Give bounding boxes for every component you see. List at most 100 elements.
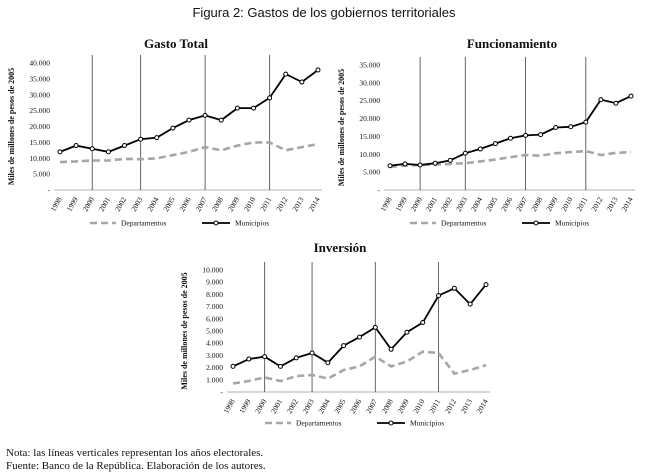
series-municipios-point [483,282,489,288]
series-municipios-point [568,124,574,130]
x-tick-label: 2001 [97,195,112,213]
x-tick-label: 2003 [301,397,316,415]
series-municipios-point [628,93,634,99]
x-tick-label: 2007 [514,195,529,213]
x-tick-label: 2000 [81,195,96,213]
series-municipios-point [420,319,426,325]
x-tick-label: 2005 [332,397,347,415]
x-tick-label: 2012 [443,397,458,415]
series-municipios-point [251,105,256,111]
x-tick-label: 2013 [604,195,619,213]
series-municipios-point [523,132,529,138]
x-tick-label: 2002 [113,195,128,213]
chart-1: Gasto Total Miles de millones de pesos de… [7,36,322,228]
y-tick-label: 6.000 [206,314,223,323]
series-municipios-point [357,334,362,340]
legend-municipios-marker [533,220,539,226]
x-tick-label: 2014 [474,397,489,415]
x-tick-label: 2000 [253,397,268,415]
y-tick-label: 15.000 [359,132,380,141]
series-municipios-point [436,293,442,299]
x-tick-label: 2002 [439,195,454,213]
series-municipios-point [170,125,176,131]
y-tick-label: - [221,388,224,397]
series-municipios-point [402,161,408,167]
x-tick-label: 2003 [454,195,469,213]
chart-title: Gasto Total [144,36,208,51]
x-tick-label: 2013 [290,195,305,213]
x-tick-label: 2012 [589,195,604,213]
x-tick-label: 2007 [194,195,209,213]
series-municipios-point [477,146,483,152]
y-tick-label: 35.000 [359,61,380,70]
series-municipios-point [387,163,393,169]
series-municipios-point [417,162,423,168]
series-municipios-point [613,100,619,106]
series-municipios-line [389,95,632,167]
series-municipios-point [583,119,589,125]
series-municipios-point [154,135,160,141]
series-municipios-point [122,143,127,149]
series-departamentos-line [232,350,487,385]
x-tick-label: 1999 [65,195,80,213]
series-municipios-point [202,112,208,118]
x-tick-label: 2011 [427,397,442,414]
x-tick-label: 2011 [574,195,589,212]
series-municipios-point [293,355,299,361]
series-municipios-point [553,125,559,130]
chart-title: Inversión [314,240,368,255]
legend-municipios-marker [388,420,394,426]
y-tick-label: 10.000 [359,150,380,159]
y-axis-label: Miles de millones de pesos de 2005 [337,69,346,186]
y-tick-label: 35.000 [29,74,50,83]
source-text: Fuente: Banco de la República. Elaboraci… [6,460,266,472]
series-municipios-point [341,343,347,349]
series-municipios-point [447,157,453,163]
x-tick-label: 2010 [411,397,426,415]
x-tick-label: 2005 [484,195,499,213]
y-tick-label: 8.000 [206,290,223,299]
x-tick-label: 2000 [409,195,424,213]
x-tick-label: 2006 [499,195,514,213]
y-tick-label: 3.000 [206,351,223,360]
legend-municipios-label: Municipios [235,219,269,228]
x-tick-label: 2011 [258,195,273,212]
series-municipios-point [372,324,378,330]
x-tick-label: 1998 [378,195,393,213]
x-tick-label: 2014 [306,195,321,213]
x-tick-label: 2004 [145,195,160,213]
y-axis-label: Miles de millones de pesos de 2005 [180,272,189,389]
note-text: Nota: las líneas verticales representan … [6,447,264,459]
series-municipios-point [508,135,513,141]
series-municipios-point [246,356,252,362]
series-municipios-point [267,95,273,101]
y-tick-label: - [378,186,381,195]
x-tick-label: 1999 [237,397,252,415]
y-tick-label: 5.000 [206,327,223,336]
series-municipios-point [234,105,240,111]
series-municipios-line [59,69,319,153]
series-municipios-point [432,160,438,166]
y-tick-label: - [48,186,51,195]
series-municipios-point [325,360,331,366]
x-tick-label: 2007 [364,397,379,415]
figure-title: Figura 2: Gastos de los gobiernos territ… [192,5,456,20]
legend-municipios-marker [213,220,219,226]
x-tick-label: 2004 [469,195,484,213]
series-departamentos-line [59,141,319,164]
y-tick-label: 9.000 [206,278,223,287]
legend-departamentos-label: Departamentos [441,219,486,228]
chart-title: Funcionamiento [467,36,557,51]
x-tick-label: 2008 [210,195,225,213]
y-tick-label: 40.000 [29,59,50,68]
series-municipios-point [404,329,410,335]
y-tick-label: 2.000 [206,363,223,372]
y-tick-label: 10.000 [29,154,50,163]
x-tick-label: 1998 [48,195,63,213]
series-municipios-point [218,117,224,123]
x-tick-label: 2010 [242,195,257,213]
series-municipios-point [89,146,95,152]
y-tick-label: 4.000 [206,339,223,348]
